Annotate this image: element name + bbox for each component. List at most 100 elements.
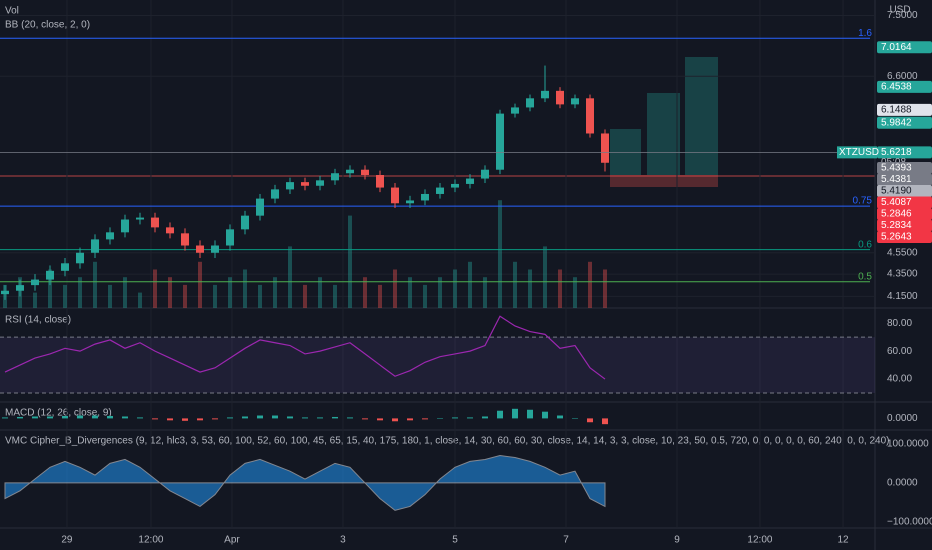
currency: USD [889,5,910,16]
candle-body [360,169,369,175]
price-tag-label: 5.6218 [881,147,912,158]
x-tick-label: 7 [563,535,569,546]
candle-body [270,189,279,199]
candle-body [0,290,9,295]
price-tag [877,162,932,175]
price-tag [877,219,932,232]
price-tag [877,196,932,209]
rsi-line [4,315,606,380]
price-tag [877,146,932,159]
price-tag-label: 5.4381 [881,174,912,185]
volume-bar [587,261,592,308]
macd-bar [181,418,188,421]
x-tick-label: Apr [224,535,240,546]
price-tag-label: 5.4393 [881,163,912,174]
volume-bar [407,277,412,308]
candle-body [570,98,579,105]
candle-body [390,187,399,204]
macd-bar [196,418,203,421]
candle-body [450,183,459,188]
candle-body [180,233,189,246]
macd-bar [31,416,38,419]
candle-body [210,245,219,253]
x-tick-label: 12:00 [747,535,772,546]
macd-bar [166,418,173,421]
candle-body [165,227,174,234]
candle-body [90,239,99,253]
macd-bar [391,418,398,422]
macd-bar [526,409,533,419]
volume-bar [422,284,427,308]
volume-bar [467,261,472,308]
price-tag-label: 5.4190 [881,186,912,197]
candle-body [540,90,549,99]
macd-bar [151,418,158,420]
volume-bar [347,215,352,308]
price-tag-label: 5.2834 [881,220,912,231]
y-tick-label: 80.00 [887,318,912,329]
stop-box [610,175,718,187]
pane-title: VMC Cipher_B_Divergences (9, 12, hlc3, 3… [5,436,889,447]
x-tick-label: 3 [340,535,346,546]
candle-body [495,113,504,170]
macd-bar [496,410,503,419]
price-tag [877,231,932,244]
price-tag-label: 6.1488 [881,104,912,115]
macd-bar [256,415,263,419]
y-tick-label: 6.6000 [887,71,918,82]
volume-bar [392,269,397,308]
volume-bar [497,200,502,308]
fib-label: 1.6 [858,28,872,39]
macd-bar [301,417,308,419]
candle-body [300,182,309,186]
volume-bar [242,269,247,308]
candle-body [315,180,324,186]
price-tag [877,41,932,54]
legend-label: BB (20, close, 2, 0) [5,20,90,31]
volume-bar [167,277,172,308]
candle-body [60,263,69,271]
fib-label: 0.6 [858,239,872,250]
x-tick-label: 5 [452,535,458,546]
x-tick-label: 29 [61,535,73,546]
volume-bar [437,277,442,308]
target-box [647,93,680,175]
y-tick-label: −100.0000 [887,517,932,528]
macd-bar [316,417,323,419]
fib-label: 0.5 [858,271,872,282]
macd-bar [601,418,608,425]
candle-body [75,252,84,264]
volume-bar [62,284,67,308]
volume-bar [92,261,97,308]
candle-body [285,182,294,190]
volume-bar [107,284,112,308]
volume-bar [77,277,82,308]
macd-bar [226,417,233,419]
volume-bar [227,277,232,308]
volume-bar [197,261,202,308]
y-tick-label: 4.5500 [887,247,918,258]
volume-bar [572,277,577,308]
macd-bar [16,416,23,419]
price-tag [877,173,932,186]
candle-body [480,169,489,179]
volume-bar [542,246,547,308]
x-tick-label: 12 [837,535,849,546]
price-tag [877,80,932,93]
macd-bar [571,418,578,419]
volume-bar [32,292,37,308]
pane-title: RSI (14, close) [5,315,71,326]
volume-bar [557,269,562,308]
candle-body [15,285,24,291]
candle-body [510,107,519,114]
volume-bar [482,277,487,308]
macd-bar [91,415,98,419]
macd-bar [436,418,443,419]
macd-bar [346,417,353,419]
candle-body [435,187,444,194]
price-tag [877,116,932,129]
x-tick-label: 12:00 [138,535,163,546]
price-tag-label: 5.2846 [881,209,912,220]
